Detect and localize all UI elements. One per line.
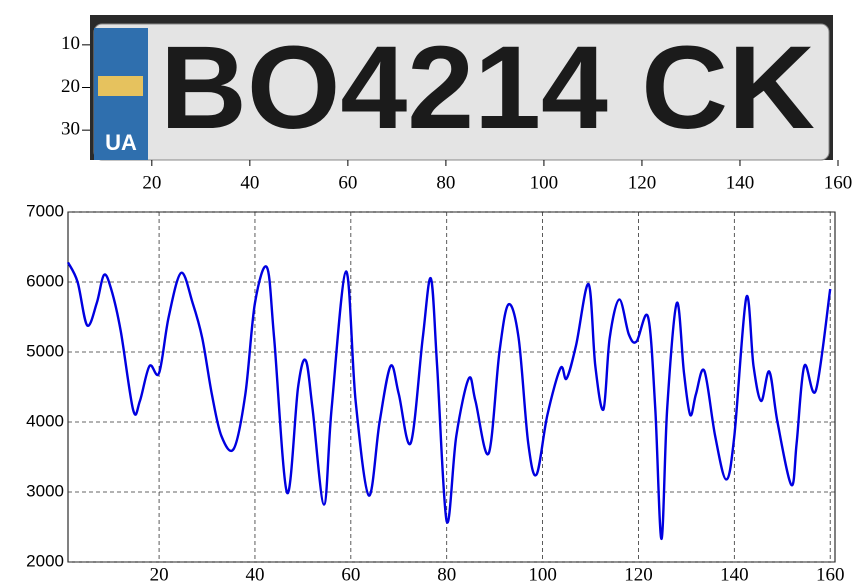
y-tick-label: 10 bbox=[61, 33, 80, 54]
x-tick-label: 100 bbox=[528, 564, 557, 585]
y-tick-label: 2000 bbox=[26, 551, 64, 570]
x-tick-label: 160 bbox=[824, 172, 852, 193]
x-tick-label: 140 bbox=[726, 172, 755, 193]
y-tick-label: 30 bbox=[61, 119, 80, 140]
data-line bbox=[68, 262, 830, 539]
x-tick-label: 60 bbox=[341, 564, 360, 585]
plot-frame bbox=[68, 212, 835, 562]
x-tick-label: 160 bbox=[816, 564, 845, 585]
y-tick-label: 20 bbox=[61, 76, 80, 97]
x-tick-label: 20 bbox=[150, 564, 169, 585]
plate-region: UA bbox=[105, 130, 137, 155]
y-tick-label: 6000 bbox=[26, 271, 64, 290]
x-tick-label: 40 bbox=[245, 564, 264, 585]
y-tick-label: 4000 bbox=[26, 411, 64, 430]
plate-number: BO4214 CK bbox=[160, 22, 815, 154]
x-tick-label: 40 bbox=[240, 172, 259, 193]
x-tick-label: 80 bbox=[437, 564, 456, 585]
plate-image: UA BO4214 CK bbox=[90, 15, 833, 160]
x-tick-label: 120 bbox=[628, 172, 657, 193]
x-tick-label: 80 bbox=[436, 172, 455, 193]
x-tick-label: 100 bbox=[530, 172, 559, 193]
figure: UA BO4214 CK 10 20 30 20 40 60 80 100 120 140 160 2… bbox=[0, 0, 852, 588]
y-tick-label: 5000 bbox=[26, 341, 64, 360]
x-tick-label: 140 bbox=[720, 564, 749, 585]
plate-flag-yellow bbox=[98, 76, 143, 96]
page: UA BO4214 CK 10 20 30 20 40 60 80 100 120 140 160 2… bbox=[0, 0, 852, 588]
x-tick-label: 120 bbox=[624, 564, 653, 585]
y-tick-label: 3000 bbox=[26, 481, 64, 500]
y-tick-label: 7000 bbox=[26, 201, 64, 220]
x-tick-label: 20 bbox=[142, 172, 161, 193]
x-tick-label: 60 bbox=[338, 172, 357, 193]
